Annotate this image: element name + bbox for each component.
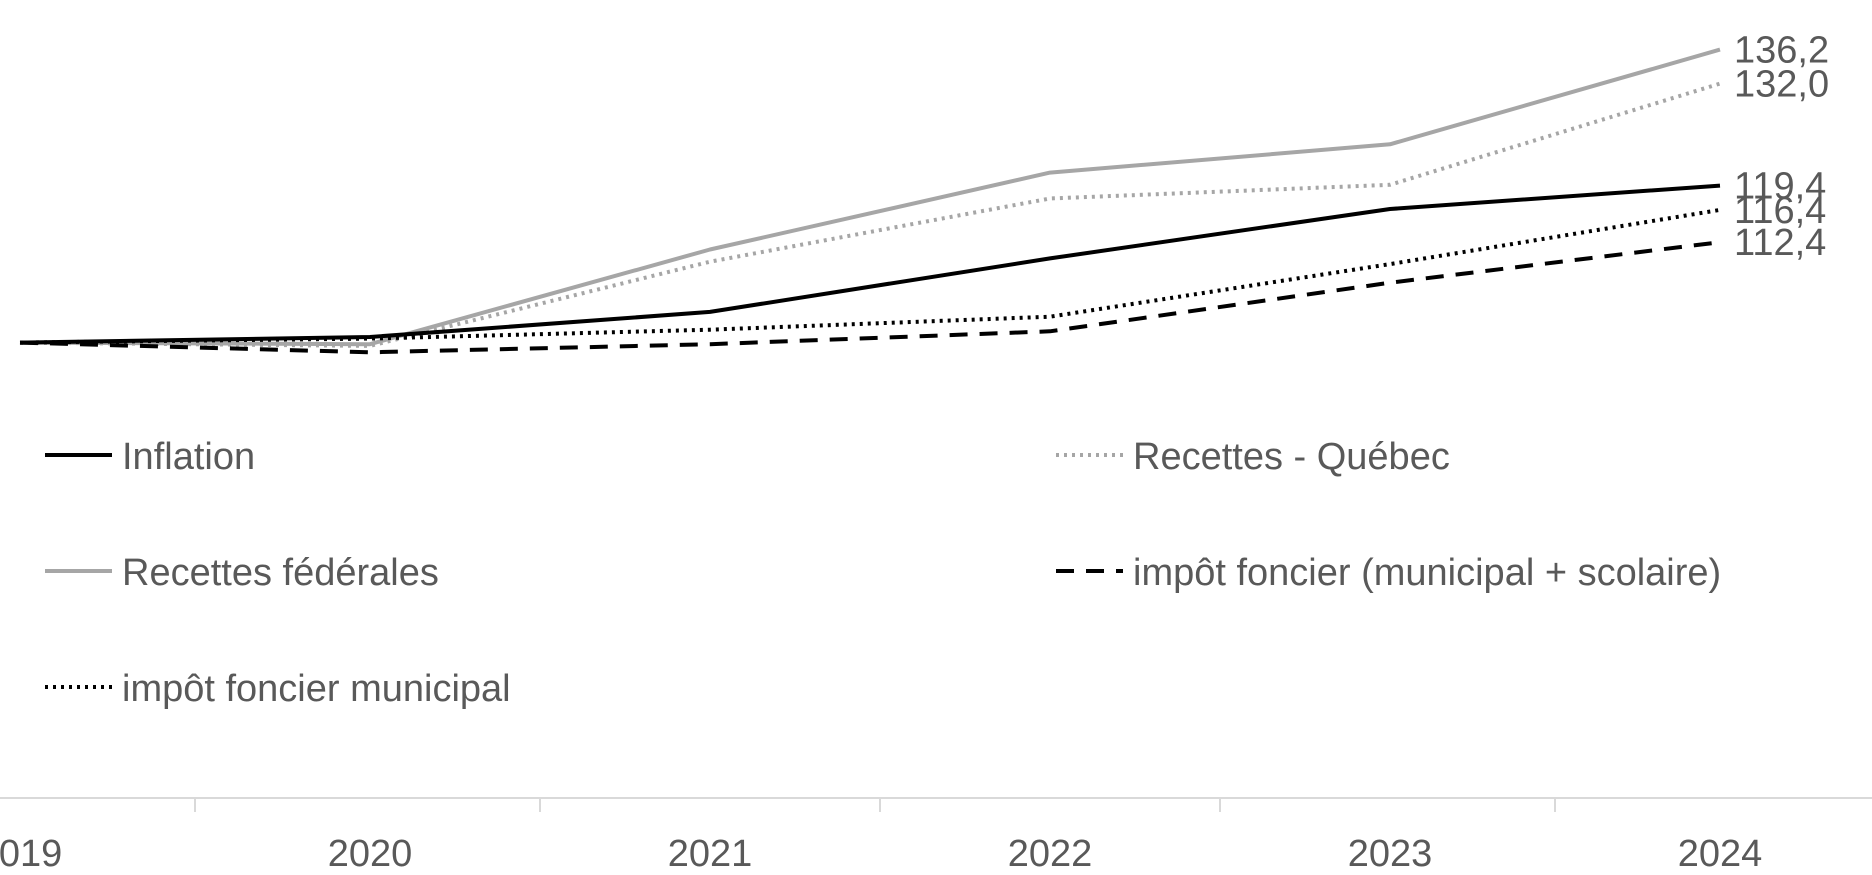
legend: Inflation Recettes - Québec Recettes féd… xyxy=(45,436,1721,710)
data-label-inflation: 119,4 xyxy=(1734,166,1826,208)
data-label-impot-foncier-municipal-scolaire: 112,4 xyxy=(1734,222,1826,264)
x-tick-label-2023: 2023 xyxy=(1348,833,1433,875)
plot-area xyxy=(19,47,1721,355)
series-line-impot-foncier-municipal xyxy=(19,207,1721,345)
legend-item-impot-foncier-municipal: impôt foncier municipal xyxy=(45,668,511,710)
legend-label-recettes-federales: Recettes fédérales xyxy=(122,552,439,594)
x-tick-label-2020: 2020 xyxy=(328,833,413,875)
series-line-recettes-federales xyxy=(19,47,1721,347)
legend-item-recettes-federales: Recettes fédérales xyxy=(45,552,439,594)
series-line-impot-foncier-municipal-scolaire xyxy=(19,240,1721,355)
x-tick-label-2021: 2021 xyxy=(668,833,753,875)
legend-label-impot-foncier-total: impôt foncier (municipal + scolaire) xyxy=(1133,552,1721,594)
x-axis-ticks xyxy=(194,798,1556,812)
legend-label-impot-foncier-municipal: impôt foncier municipal xyxy=(122,668,511,710)
x-tick-label-2019: 2019 xyxy=(0,833,62,875)
legend-label-recettes-quebec: Recettes - Québec xyxy=(1133,436,1450,478)
legend-item-impot-foncier-total: impôt foncier (municipal + scolaire) xyxy=(1056,552,1721,594)
data-label-recettes-federales: 136,2 xyxy=(1734,30,1829,72)
series-line-recettes-quebec xyxy=(19,81,1721,348)
legend-label-inflation: Inflation xyxy=(122,436,255,478)
x-axis: 2019 2020 2021 2022 2023 2024 xyxy=(0,797,1872,875)
legend-item-inflation: Inflation xyxy=(45,436,255,478)
data-label-impot-foncier-municipal: 116,4 xyxy=(1734,190,1826,232)
legend-item-recettes-quebec: Recettes - Québec xyxy=(1056,436,1450,478)
x-tick-label-2024: 2024 xyxy=(1678,833,1763,875)
x-tick-label-2022: 2022 xyxy=(1008,833,1093,875)
data-label-recettes-quebec: 132,0 xyxy=(1734,64,1829,106)
series-line-inflation xyxy=(19,183,1721,345)
x-axis-tick-labels: 2019 2020 2021 2022 2023 2024 xyxy=(0,833,1762,875)
